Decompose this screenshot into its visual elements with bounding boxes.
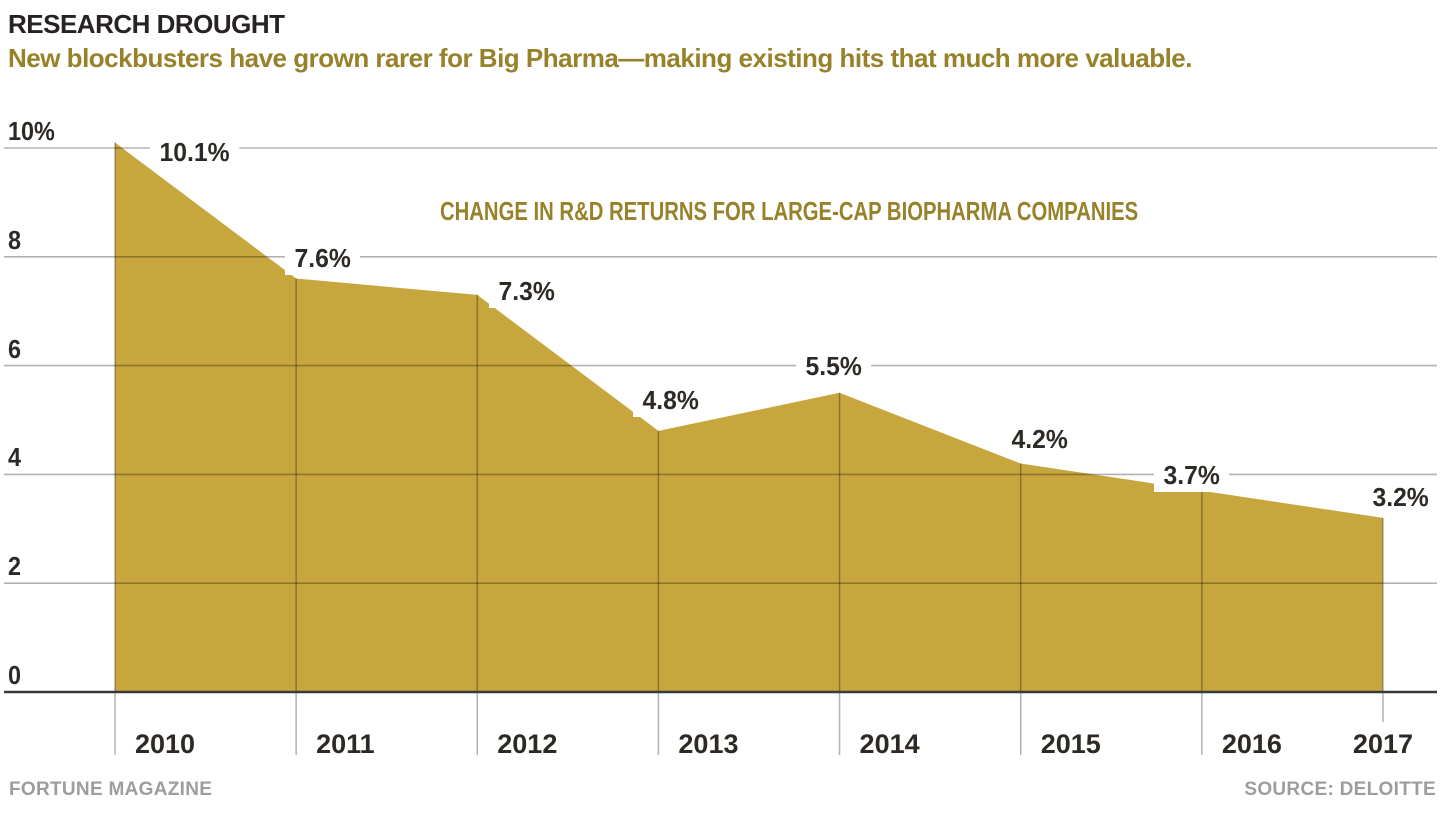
- year-label: 2015: [1040, 729, 1101, 759]
- value-label: 3.2%: [1362, 480, 1438, 514]
- year-label: 2013: [678, 729, 739, 759]
- year-label: 2012: [497, 729, 558, 759]
- value-label: 7.6%: [285, 241, 361, 275]
- page-subtitle: New blockbusters have grown rarer for Bi…: [8, 43, 1193, 73]
- y-axis-label: 4: [8, 442, 22, 473]
- y-axis-label: 10%: [8, 116, 55, 146]
- area-shape: [115, 142, 1383, 692]
- year-label: 2014: [859, 729, 920, 759]
- footer-source: SOURCE: DELOITTE: [1244, 779, 1436, 800]
- value-label: 10.1%: [150, 135, 240, 169]
- y-axis-label: 2: [8, 551, 22, 582]
- year-label: 2011: [316, 729, 375, 759]
- footer-credit: FORTUNE MAGAZINE: [9, 779, 213, 800]
- page-title: RESEARCH DROUGHT: [8, 9, 285, 39]
- value-label: 4.2%: [1002, 422, 1078, 456]
- year-label: 2017: [1352, 729, 1413, 759]
- value-label: 7.3%: [489, 274, 565, 308]
- year-label: 2010: [135, 729, 196, 759]
- y-axis-label: 0: [8, 660, 22, 690]
- y-axis-label: 6: [8, 333, 22, 364]
- chart-title: CHANGE IN R&D RETURNS FOR LARGE-CAP BIOP…: [440, 196, 1139, 226]
- y-axis-label: 8: [8, 224, 22, 255]
- value-label: 4.8%: [633, 383, 709, 417]
- value-label: 3.7%: [1154, 458, 1230, 492]
- value-label: 5.5%: [796, 349, 872, 383]
- year-label: 2016: [1221, 729, 1282, 759]
